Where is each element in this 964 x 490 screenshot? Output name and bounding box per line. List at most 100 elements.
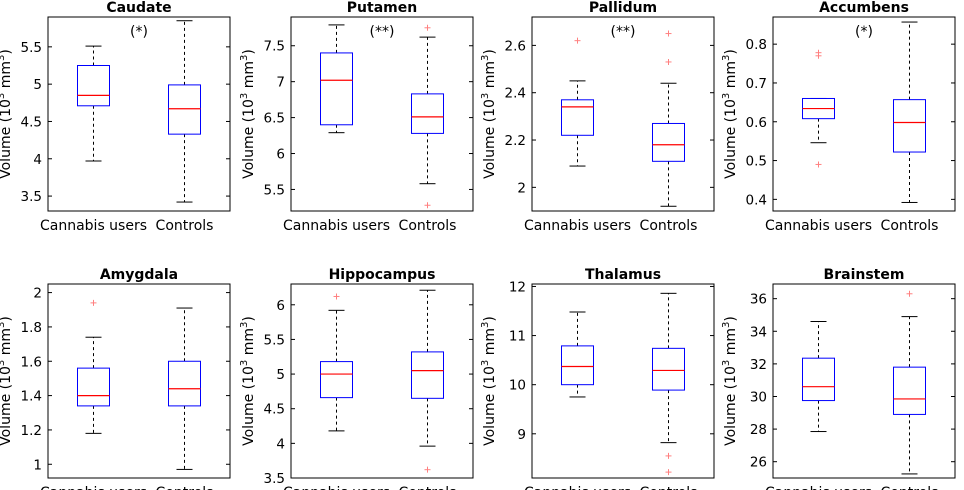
y-axis-label-part: mm — [0, 61, 14, 93]
iqr-box — [561, 99, 594, 136]
y-axis-label-part: mm — [0, 328, 14, 360]
axes-frame — [290, 283, 474, 479]
y-tick-label: 36 — [750, 292, 767, 308]
x-category-label: Controls — [881, 485, 939, 490]
y-tick-label: 1.8 — [21, 320, 42, 336]
chart-title: Caudate — [106, 0, 171, 16]
iqr-box — [802, 357, 835, 402]
chart-title: Pallidum — [589, 0, 657, 16]
iqr-box — [652, 122, 685, 162]
outlier-marker — [333, 293, 340, 300]
y-tick-label: 28 — [750, 422, 767, 438]
y-tick-label: 2 — [33, 286, 42, 302]
y-axis-label-part: Volume (10 — [482, 366, 498, 446]
y-axis-label-part: Volume (10 — [723, 99, 739, 179]
x-category-label: Cannabis users — [765, 485, 872, 490]
iqr-box — [893, 366, 926, 415]
y-axis-label-part: 3 — [239, 322, 250, 328]
box-controls — [411, 24, 444, 209]
y-axis-label-part: ) — [723, 49, 739, 54]
y-tick-label: 6 — [276, 147, 285, 163]
x-category-label: Cannabis users — [283, 218, 390, 234]
y-tick-label: 5.5 — [264, 182, 285, 198]
y-axis-label-part: Volume (10 — [0, 366, 14, 446]
y-axis-label-part: 3 — [239, 55, 250, 61]
box-controls — [893, 290, 926, 475]
iqr-box — [320, 52, 353, 126]
box-cannabis-users — [561, 37, 594, 167]
box-cannabis-users — [77, 45, 110, 162]
chart-title: Hippocampus — [329, 267, 436, 283]
y-axis-label: Volume (103 mm3) — [480, 316, 498, 446]
outlier-marker — [424, 24, 431, 31]
y-axis-label-part: 3 — [721, 93, 732, 99]
iqr-box — [168, 360, 201, 407]
significance-label: (*) — [130, 24, 148, 40]
axes-frame — [772, 283, 956, 479]
y-tick-label: 2 — [517, 180, 526, 196]
box-cannabis-users — [802, 320, 835, 433]
chart-title: Putamen — [347, 0, 417, 16]
y-tick-label: 0.6 — [746, 115, 767, 131]
y-axis-label-part: ) — [241, 49, 257, 54]
box-cannabis-users — [802, 49, 835, 168]
y-axis-label-part: Volume (10 — [241, 366, 257, 446]
outlier-marker — [906, 290, 913, 297]
y-tick-label: 2.6 — [505, 38, 526, 54]
y-tick-label: 6.5 — [264, 111, 285, 127]
y-tick-label: 10 — [509, 378, 526, 394]
iqr-box — [77, 367, 110, 407]
y-axis-label-part: 3 — [0, 322, 7, 328]
y-axis-label-part: Volume (10 — [723, 366, 739, 446]
y-axis-label: Volume (103 mm3) — [721, 316, 739, 446]
outlier-marker — [665, 452, 672, 459]
box-cannabis-users — [320, 293, 353, 432]
y-axis-label: Volume (103 mm3) — [721, 49, 739, 179]
y-axis-label-part: mm — [482, 61, 498, 93]
outlier-marker — [665, 30, 672, 37]
box-controls — [168, 20, 201, 203]
x-category-label: Cannabis users — [524, 218, 631, 234]
axes-frame — [47, 16, 231, 212]
y-axis-label-part: Volume (10 — [241, 99, 257, 179]
y-axis-label-part: 3 — [721, 55, 732, 61]
y-tick-label: 4 — [276, 436, 285, 452]
iqr-box — [893, 99, 926, 153]
y-axis-label-part: ) — [0, 316, 14, 321]
y-axis-label: Volume (103 mm3) — [0, 316, 14, 446]
box-controls — [652, 292, 685, 476]
y-axis-label-part: 3 — [0, 360, 7, 366]
y-tick-label: 34 — [750, 324, 767, 340]
significance-label: (**) — [370, 24, 395, 40]
x-category-label: Cannabis users — [40, 485, 147, 490]
y-axis-label: Volume (103 mm3) — [0, 49, 14, 179]
y-axis-label-part: 3 — [0, 55, 7, 61]
y-axis-label-part: ) — [482, 316, 498, 321]
box-controls — [168, 307, 201, 470]
y-axis-label: Volume (103 mm3) — [480, 49, 498, 179]
y-tick-label: 0.8 — [746, 37, 767, 53]
y-axis-label-part: mm — [241, 328, 257, 360]
y-axis-label-part: 3 — [480, 93, 491, 99]
iqr-box — [652, 347, 685, 391]
y-tick-label: 1 — [33, 457, 42, 473]
y-tick-label: 4 — [33, 152, 42, 168]
iqr-box — [561, 345, 594, 386]
iqr-box — [168, 84, 201, 135]
y-axis-label-part: ) — [241, 316, 257, 321]
chart-title: Thalamus — [585, 267, 661, 283]
outlier-marker — [815, 49, 822, 56]
x-category-label: Cannabis users — [765, 218, 872, 234]
y-tick-label: 7 — [276, 75, 285, 91]
y-axis-label-part: 3 — [721, 322, 732, 328]
y-axis-label-part: ) — [723, 316, 739, 321]
x-category-label: Cannabis users — [283, 485, 390, 490]
significance-label: (*) — [855, 24, 873, 40]
x-category-label: Cannabis users — [40, 218, 147, 234]
